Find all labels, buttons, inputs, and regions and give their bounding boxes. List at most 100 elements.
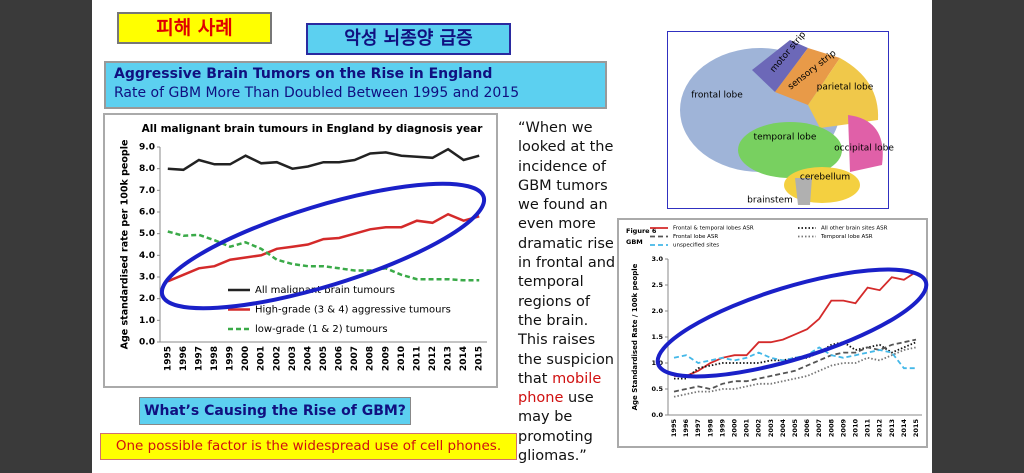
x-tick-label: 2007	[350, 346, 360, 371]
x-tick-label: 1997	[194, 346, 204, 371]
parietal-region	[808, 58, 879, 128]
x-tick-label: 2002	[755, 419, 763, 437]
series-line	[167, 230, 480, 282]
x-tick-label: 2014	[459, 346, 469, 371]
brain	[680, 40, 883, 205]
quote-text: “When we looked at the incidence of GBM …	[518, 120, 616, 387]
brain-label: occipital lobe	[834, 144, 894, 154]
x-tick-label: 1997	[694, 419, 702, 437]
x-tick-label: 1998	[706, 419, 714, 438]
y-tick-label: 7.0	[139, 186, 155, 196]
brain-label: parietal lobe	[817, 83, 874, 93]
x-tick-label: 2003	[288, 346, 298, 371]
x-tick-label: 2014	[900, 419, 908, 438]
x-tick-label: 1995	[163, 346, 173, 371]
banner: Aggressive Brain Tumors on the Rise in E…	[104, 61, 607, 109]
y-tick-label: 8.0	[139, 164, 155, 174]
series-line	[167, 212, 480, 283]
occipital-region	[848, 115, 883, 172]
x-tick-label: 2009	[839, 419, 847, 438]
legend-label: All malignant brain tumours	[255, 285, 395, 296]
series-line	[674, 271, 917, 377]
y-tick-label: 2.0	[139, 294, 155, 304]
x-tick-label: 2010	[851, 419, 859, 438]
legend-label: Frontal lobe ASR	[673, 234, 718, 240]
legend-label: low-grade (1 & 2) tumours	[255, 324, 388, 335]
x-tick-label: 1999	[226, 346, 236, 371]
x-tick-label: 2009	[381, 346, 391, 371]
x-tick-label: 2004	[779, 419, 787, 438]
x-tick-label: 2001	[743, 419, 751, 438]
banner-title: Aggressive Brain Tumors on the Rise in E…	[114, 66, 493, 82]
x-tick-label: 2007	[815, 419, 823, 437]
x-tick-label: 1996	[682, 419, 690, 438]
y-tick-label: 0.0	[139, 338, 155, 348]
chart-frame	[103, 113, 498, 388]
x-tick-label: 2002	[272, 346, 282, 371]
legend-label: unspecified sites	[673, 243, 719, 249]
brain-label: frontal lobe	[691, 91, 743, 101]
chart-frame	[617, 218, 928, 448]
y-axis-label: Age Standardised Rate / 100k people	[631, 263, 639, 410]
x-tick-label: 1998	[210, 346, 220, 371]
x-tick-label: 2008	[366, 346, 376, 371]
sensory-region	[775, 48, 840, 105]
x-tick-label: 2013	[444, 346, 454, 371]
chart-subtitle: GBM	[626, 238, 643, 246]
brainstem-region	[795, 178, 812, 205]
y-tick-label: 3.0	[139, 273, 155, 283]
brain-label: temporal lobe	[754, 133, 817, 143]
y-tick-label: 2.5	[651, 281, 663, 289]
x-tick-label: 2015	[912, 419, 920, 438]
x-tick-label: 2005	[791, 419, 799, 438]
y-tick-label: 9.0	[139, 143, 155, 153]
series-line	[673, 346, 916, 370]
x-tick-label: 2006	[803, 419, 811, 438]
x-tick-label: 2013	[888, 419, 896, 437]
topic: 악성 뇌종양 급증	[306, 23, 511, 55]
y-tick-label: 2.0	[651, 307, 663, 315]
temporal-region	[738, 122, 842, 178]
x-tick-label: 2000	[731, 419, 739, 438]
quote: “When we looked at the incidence of GBM …	[518, 119, 618, 466]
legend-label: Frontal & temporal lobes ASR	[673, 226, 754, 232]
question: What’s Causing the Rise of GBM?	[139, 397, 411, 425]
series-line	[673, 346, 917, 398]
series-line	[673, 338, 917, 393]
legend-label: Temporal lobe ASR	[820, 234, 873, 240]
x-tick-label: 1999	[718, 419, 726, 438]
y-tick-label: 6.0	[139, 208, 155, 218]
y-tick-label: 0.5	[651, 385, 663, 393]
brain-label: cerebellum	[800, 173, 850, 183]
x-tick-label: 2003	[767, 419, 775, 437]
x-tick-label: 2012	[876, 419, 884, 437]
y-tick-label: 5.0	[139, 229, 155, 239]
tag: 피해 사례	[117, 12, 272, 44]
answer: One possible factor is the widespread us…	[100, 433, 517, 460]
y-tick-label: 1.5	[651, 333, 663, 341]
y-tick-label: 3.0	[651, 255, 663, 263]
x-tick-label: 2012	[428, 346, 438, 371]
highlight-ellipse	[655, 267, 929, 379]
chart-title: All malignant brain tumours in England b…	[142, 123, 484, 135]
x-tick-label: 2015	[475, 346, 485, 371]
x-tick-label: 2005	[319, 346, 329, 371]
x-tick-label: 2001	[257, 346, 267, 371]
y-tick-label: 4.0	[139, 251, 155, 261]
x-tick-label: 2011	[864, 419, 872, 438]
y-tick-label: 0.0	[651, 411, 663, 419]
motor-region	[752, 40, 808, 92]
legend-label: High-grade (3 & 4) aggressive tumours	[255, 305, 451, 316]
x-tick-label: 2006	[335, 346, 345, 371]
x-tick-label: 1995	[670, 419, 678, 438]
series-line	[167, 147, 480, 172]
x-tick-label: 2010	[397, 346, 407, 371]
quote-text: use may be promoting gliomas.”	[518, 390, 594, 465]
y-axis-label: Age standardised rate per 100k people	[120, 140, 131, 350]
legend-label: All other brain sites ASR	[821, 226, 888, 232]
x-tick-label: 2008	[827, 419, 835, 438]
x-tick-label: 2000	[241, 346, 251, 371]
y-tick-label: 1.0	[139, 316, 155, 326]
x-tick-label: 2004	[303, 346, 313, 371]
